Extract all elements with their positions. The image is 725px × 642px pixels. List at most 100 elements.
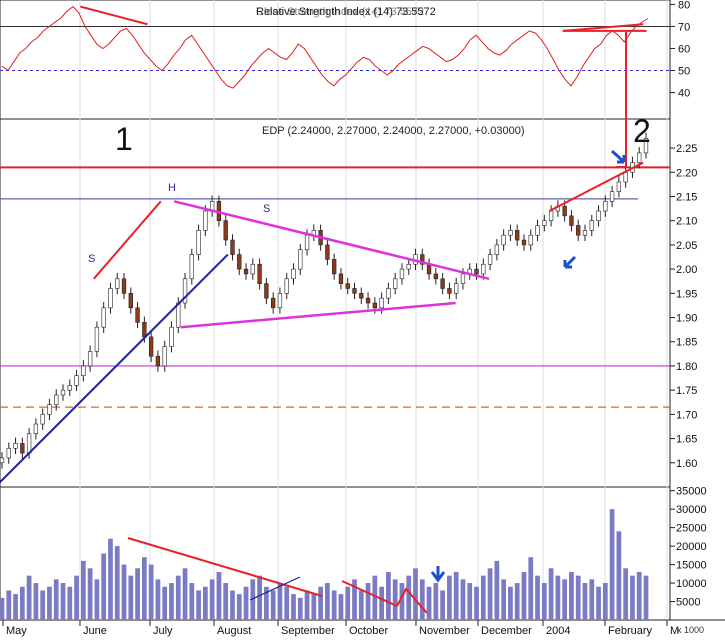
rsi-tick-label: 70	[678, 21, 690, 33]
candle-body	[501, 234, 506, 246]
price-trendline	[180, 301, 456, 329]
volume-bar	[562, 579, 568, 620]
candle-body	[60, 389, 66, 396]
candle-body	[74, 375, 79, 386]
month-label: November	[419, 625, 470, 637]
volume-bar	[589, 579, 595, 620]
volume-bar	[162, 586, 168, 620]
volume-bar	[602, 583, 608, 620]
volume-bar	[202, 586, 208, 620]
volume-bar	[236, 594, 242, 620]
volume-bar	[609, 509, 615, 620]
candle-body	[257, 263, 262, 284]
volume-bar	[47, 586, 52, 620]
volume-bar	[196, 590, 201, 620]
candle-body	[101, 307, 106, 328]
volume-bar	[243, 586, 249, 620]
candle-body	[474, 268, 479, 275]
candle-body	[230, 239, 235, 255]
volume-bar	[230, 590, 235, 620]
candle-body	[345, 283, 350, 289]
volume-bar	[643, 575, 649, 620]
volume-bar	[33, 583, 39, 620]
volume-bar	[209, 579, 215, 620]
candle-body	[304, 234, 310, 251]
volume-bar	[331, 590, 337, 620]
volume-bar	[182, 568, 188, 620]
month-label: September	[281, 625, 335, 637]
volume-bar	[19, 586, 25, 620]
volume-bar	[440, 590, 446, 620]
volume-tick-label: 35000	[676, 486, 707, 498]
volume-bar	[345, 586, 351, 620]
volume-bar	[352, 579, 357, 620]
month-label: October	[349, 625, 388, 637]
rsi-line	[1, 5, 649, 89]
price-tick-label: 1.80	[676, 361, 697, 373]
candle-body	[250, 263, 255, 275]
price-tick-label: 2.00	[676, 264, 697, 276]
month-label: February	[608, 625, 653, 637]
volume-bar	[101, 553, 107, 620]
candle-body	[426, 263, 432, 275]
volume-bar	[453, 571, 459, 620]
candle-body	[196, 230, 201, 255]
volume-bar	[548, 568, 554, 620]
annotation-s-left: S	[88, 253, 95, 265]
volume-bar	[372, 575, 378, 620]
volume-bar	[501, 579, 507, 620]
candle-body	[13, 443, 18, 449]
rsi-title-overlap: Close Strength Index (14) 73.5572	[256, 6, 424, 18]
volume-bar	[80, 560, 86, 620]
volume-bar	[528, 557, 534, 620]
candle-body	[609, 191, 615, 202]
candle-body	[447, 288, 452, 294]
candle-body	[182, 278, 188, 304]
rsi-tick-label: 50	[678, 66, 690, 78]
candle-body	[589, 220, 594, 231]
volume-bar	[582, 583, 588, 620]
volume-bar	[148, 564, 154, 620]
price-trendline	[173, 200, 490, 281]
candle-body	[379, 297, 384, 309]
candle-body	[264, 283, 269, 299]
volume-bar	[338, 594, 344, 620]
volume-bar	[216, 571, 222, 620]
annotation-h: H	[168, 182, 176, 194]
candle-body	[487, 254, 493, 265]
candle-body	[603, 201, 608, 212]
candle-body	[359, 293, 364, 299]
candle-body	[128, 293, 133, 309]
candle-body	[47, 404, 52, 415]
volume-bar	[494, 560, 500, 620]
rsi-tick-label: 40	[678, 88, 690, 100]
candle-body	[243, 268, 249, 275]
price-tick-label: 2.15	[676, 191, 697, 203]
candle-body	[94, 326, 100, 352]
volume-bar	[508, 586, 513, 620]
volume-tick-label: 15000	[676, 560, 707, 572]
volume-trendline	[341, 580, 398, 607]
candle-body	[203, 210, 208, 231]
rsi-trendline	[562, 23, 644, 32]
price-trendline	[0, 253, 229, 483]
volume-bar	[87, 568, 93, 620]
candle-body	[494, 244, 500, 255]
candle-body	[20, 443, 25, 454]
candle-body	[325, 244, 330, 260]
candle-body	[596, 210, 601, 221]
month-label: June	[83, 625, 107, 637]
volume-bar	[108, 538, 113, 620]
candle-body	[535, 225, 540, 236]
volume-bar	[284, 586, 290, 620]
volume-bar	[480, 575, 486, 620]
volume-trendline	[127, 537, 323, 597]
volume-bar	[616, 531, 622, 620]
price-tick-label: 1.65	[676, 434, 697, 446]
candle-body	[460, 273, 466, 284]
price-tick-label: 1.85	[676, 337, 697, 349]
price-title: EDP (2.24000, 2.27000, 2.24000, 2.27000,…	[262, 125, 525, 137]
price-trendline	[548, 161, 644, 212]
volume-bar	[175, 575, 181, 620]
volume-bar	[6, 590, 12, 620]
